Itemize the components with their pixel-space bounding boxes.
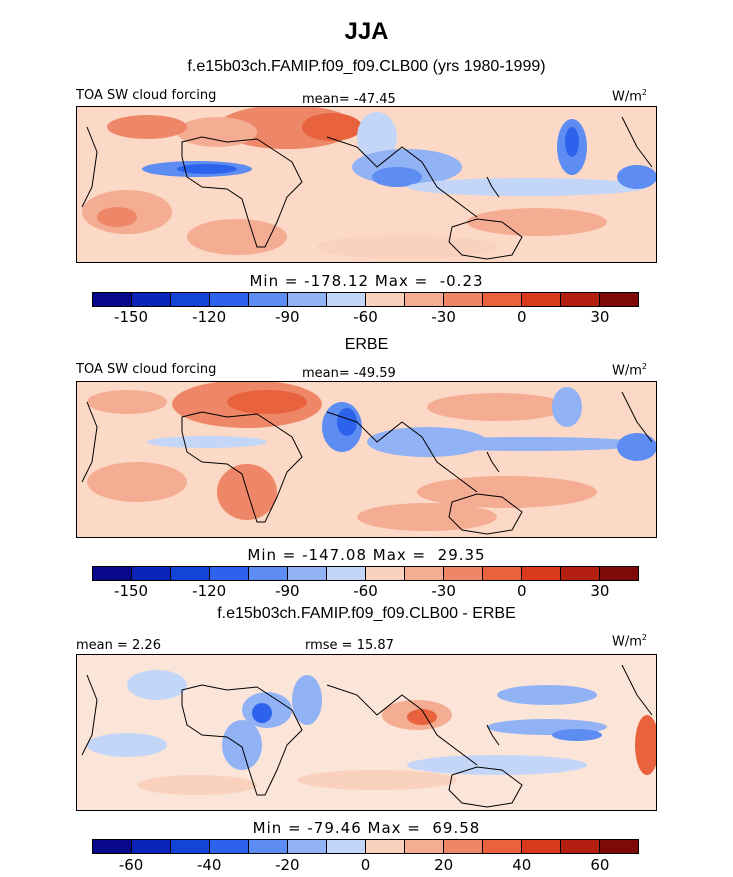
colorbar-swatch — [483, 567, 522, 580]
panel-2-map — [76, 381, 657, 538]
panel-3-colorbar — [92, 839, 639, 854]
colorbar-tick-label: -30 — [431, 308, 456, 326]
colorbar-swatch — [444, 293, 483, 306]
panel-1-variable-label: TOA SW cloud forcing — [76, 88, 217, 103]
colorbar-swatch — [561, 567, 600, 580]
panel-3-field — [87, 670, 656, 795]
colorbar-swatch — [210, 293, 249, 306]
colorbar-swatch — [405, 293, 444, 306]
colorbar-swatch — [171, 567, 210, 580]
colorbar-swatch — [366, 840, 405, 853]
colorbar-swatch — [171, 293, 210, 306]
colorbar-swatch — [483, 293, 522, 306]
colorbar-swatch — [600, 567, 638, 580]
colorbar-swatch — [132, 567, 171, 580]
panel-3-map — [76, 654, 657, 811]
colorbar-tick-label: 60 — [590, 856, 610, 874]
panel-2-variable-label: TOA SW cloud forcing — [76, 362, 217, 377]
colorbar-tick-label: -60 — [353, 582, 378, 600]
panel-2-min-max: Min = -147.08 Max = 29.35 — [247, 546, 486, 564]
panel-3-mean-label: mean = 2.26 — [76, 638, 161, 653]
colorbar-swatch — [210, 567, 249, 580]
colorbar-swatch — [366, 293, 405, 306]
colorbar-swatch — [249, 567, 288, 580]
colorbar-tick-label: -30 — [431, 582, 456, 600]
colorbar-swatch — [561, 293, 600, 306]
colorbar-tick-label: -150 — [114, 308, 149, 326]
colorbar-tick-label: -60 — [353, 308, 378, 326]
panel-1-units: W/m2 — [612, 88, 647, 105]
colorbar-tick-label: -20 — [275, 856, 300, 874]
panel-2-caption: ERBE — [344, 336, 389, 353]
colorbar-tick-label: -150 — [114, 582, 149, 600]
colorbar-swatch — [93, 840, 132, 853]
panel-3-rmse-label: rmse = 15.87 — [305, 638, 394, 653]
colorbar-swatch — [483, 840, 522, 853]
colorbar-swatch — [171, 840, 210, 853]
colorbar-tick-label: 40 — [512, 856, 532, 874]
colorbar-tick-label: -90 — [275, 308, 300, 326]
colorbar-swatch — [288, 840, 327, 853]
panel-1-field — [82, 107, 656, 259]
colorbar-swatch — [93, 293, 132, 306]
panel-3-colorbar-ticks: -60 -40 -20 0 20 40 60 — [0, 856, 733, 874]
panel-2-coastlines — [81, 391, 653, 535]
colorbar-swatch — [132, 840, 171, 853]
colorbar-tick-label: 0 — [360, 856, 371, 874]
colorbar-swatch — [249, 840, 288, 853]
panel-2-colorbar — [92, 566, 639, 581]
colorbar-tick-label: -120 — [192, 308, 227, 326]
colorbar-swatch — [327, 293, 366, 306]
panel-1-coastlines — [81, 116, 653, 260]
colorbar-tick-label: -40 — [196, 856, 222, 874]
colorbar-swatch — [249, 293, 288, 306]
panel-3-units: W/m2 — [612, 633, 647, 650]
colorbar-tick-label: 30 — [590, 582, 610, 600]
colorbar-tick-label: -60 — [118, 856, 144, 874]
colorbar-swatch — [522, 567, 561, 580]
colorbar-swatch — [366, 567, 405, 580]
colorbar-swatch — [561, 840, 600, 853]
panel-1-caption: f.e15b03ch.FAMIP.f09_f09.CLB00 (yrs 1980… — [187, 58, 546, 75]
colorbar-swatch — [327, 567, 366, 580]
panel-2-mean-label: mean= -49.59 — [302, 366, 396, 381]
colorbar-swatch — [288, 293, 327, 306]
colorbar-tick-label: -120 — [192, 582, 227, 600]
colorbar-tick-label: 0 — [517, 582, 527, 600]
colorbar-swatch — [600, 840, 638, 853]
colorbar-swatch — [600, 293, 638, 306]
panel-1-colorbar-ticks: -150 -120 -90 -60 -30 0 30 — [0, 308, 733, 326]
colorbar-swatch — [327, 840, 366, 853]
panel-3-coastlines — [81, 664, 653, 808]
colorbar-swatch — [522, 293, 561, 306]
colorbar-swatch — [444, 840, 483, 853]
colorbar-tick-label: 0 — [517, 308, 527, 326]
panel-2-units: W/m2 — [612, 362, 647, 379]
colorbar-tick-label: -90 — [275, 582, 300, 600]
panel-3-caption: f.e15b03ch.FAMIP.f09_f09.CLB00 - ERBE — [217, 605, 516, 622]
panel-1-min-max: Min = -178.12 Max = -0.23 — [249, 272, 484, 290]
colorbar-swatch — [405, 840, 444, 853]
colorbar-swatch — [132, 293, 171, 306]
panel-2-field — [87, 382, 656, 531]
panel-1-colorbar — [92, 292, 639, 307]
panel-1-mean-label: mean= -47.45 — [302, 92, 396, 107]
colorbar-swatch — [405, 567, 444, 580]
panel-2-colorbar-ticks: -150 -120 -90 -60 -30 0 30 — [0, 582, 733, 600]
colorbar-swatch — [210, 840, 249, 853]
colorbar-tick-label: 30 — [590, 308, 610, 326]
figure-title: JJA — [344, 18, 389, 45]
colorbar-swatch — [444, 567, 483, 580]
colorbar-tick-label: 20 — [434, 856, 454, 874]
panel-1-map — [76, 106, 657, 263]
colorbar-swatch — [93, 567, 132, 580]
colorbar-swatch — [522, 840, 561, 853]
colorbar-swatch — [288, 567, 327, 580]
panel-3-min-max: Min = -79.46 Max = 69.58 — [252, 819, 481, 837]
